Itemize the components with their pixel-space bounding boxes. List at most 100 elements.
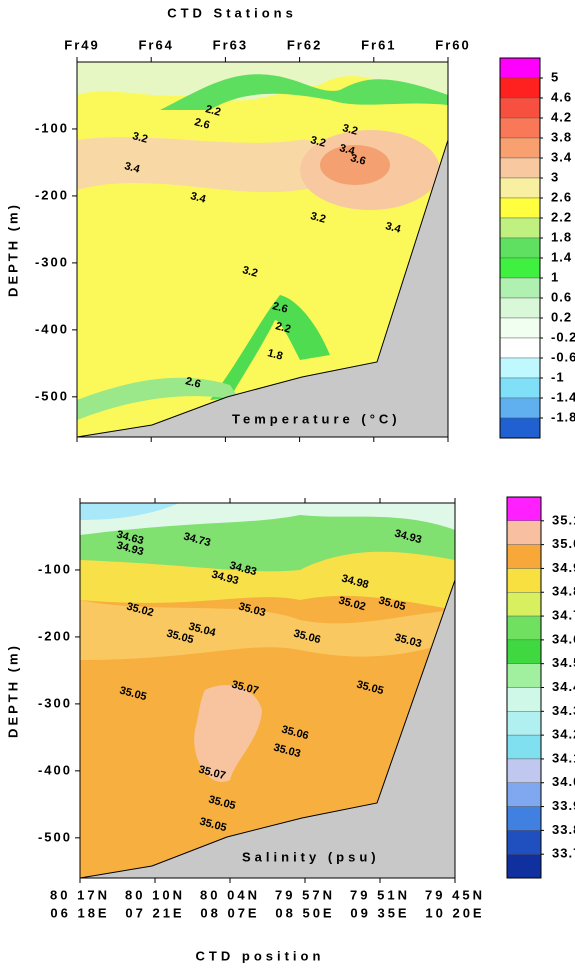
colorbar-band [506,544,542,569]
contour-label: 3.2 [309,134,327,150]
colorbar-label: 5 [551,69,559,84]
salinity-field [80,503,455,878]
colorbar-label: 34.05 [552,774,575,789]
colorbar-band [499,257,541,279]
x-tick-label: 08 50E [275,905,334,920]
y-tick-label: -400 [35,321,69,336]
colorbar-label: 3.4 [551,149,572,164]
colorbar-label: 34.95 [552,560,575,575]
colorbar-band [506,687,542,712]
contour-label: 3.2 [241,264,259,280]
contour-label: 2.2 [274,320,292,336]
colorbar-band [499,77,541,99]
colorbar-band [499,197,541,219]
x-tick-label: 79 57N [275,887,335,902]
colorbar-band [499,57,541,79]
colorbar-band [506,663,542,688]
colorbar-band [506,615,542,641]
plot-frame [76,61,449,438]
x-tick-label: 79 51N [350,887,410,902]
y-tick-label: -100 [35,120,69,135]
x-axis-label: CTD position [196,948,325,963]
colorbar-label: 34.45 [552,679,575,694]
contour-label: 2.2 [204,103,222,119]
colorbar-band [506,592,542,617]
colorbar-band [499,157,541,179]
colorbar-label: 4.6 [551,89,572,104]
colorbar-band [506,806,542,831]
contour-label: 3.4 [123,160,142,176]
y-tick-label: -300 [38,695,72,710]
colorbar-band [499,237,541,259]
colorbar-band [506,568,542,593]
x-tick-label: Fr62 [287,37,322,52]
colorbar-label: 3 [551,169,559,184]
contour-label: 2.6 [184,375,202,391]
colorbar-band [506,830,542,855]
colorbar-label: 4.2 [551,109,572,124]
colorbar-label: -1.4 [551,389,575,404]
x-tick-label: Fr63 [213,37,248,52]
y-tick-label: -400 [38,762,72,777]
colorbar-label: 34.25 [552,727,575,742]
contour-label: 2.6 [271,300,289,316]
colorbar-label: 0.6 [551,289,572,304]
contour-label: 1.8 [266,347,284,363]
x-tick-label: 07 21E [125,905,184,920]
colorbar-band [499,117,541,139]
panel-title: Temperature (°C) [232,411,401,426]
colorbar-band [499,397,541,419]
x-tick-label: 80 17N [50,887,110,902]
colorbar-label: 34.35 [552,703,575,718]
colorbar-label: 2.6 [551,189,572,204]
colorbar-label: 34.15 [552,750,575,765]
colorbar-label: 34.55 [552,655,575,670]
colorbar-label: 34.65 [552,631,575,646]
colorbar-label: 33.95 [552,798,575,813]
colorbar-label: 1 [551,269,559,284]
colorbar-label: -1 [551,369,565,384]
colorbar-band [506,496,542,522]
colorbar-band [499,337,541,359]
contour-label: 3.6 [349,152,367,168]
x-tick-label: 06 18E [50,905,109,920]
colorbar-label: 35.14 [552,512,575,527]
colorbar-band [506,711,542,736]
colorbar-band [499,137,541,159]
colorbar-band [506,758,542,783]
colorbar-label: 33.75 [552,846,575,861]
colorbar-label: 34.75 [552,608,575,623]
colorbar-band [499,417,541,439]
colorbar-band [506,853,542,879]
x-tick-label: 10 20E [425,905,484,920]
contour-label: 3.2 [341,122,359,138]
colorbar-frame [499,57,541,439]
plot-frame [79,502,456,879]
colorbar-band [499,277,541,299]
x-tick-label: Fr61 [361,37,396,52]
y-axis-label: DEPTH (m) [5,643,20,738]
colorbar-label: -0.2 [551,329,575,344]
colorbar-band [499,177,541,199]
colorbar-label: 3.8 [551,129,572,144]
x2-axis-label: CTD Stations [167,5,297,20]
colorbar-label: 33.85 [552,822,575,837]
colorbar-band [499,97,541,119]
colorbar-band [506,639,542,664]
contour-label: 3.4 [338,142,357,158]
colorbar-band [499,317,541,339]
y-tick-label: -100 [38,561,72,576]
colorbar-label: -0.6 [551,349,575,364]
x-tick-label: Fr64 [138,37,173,52]
x-tick-label: Fr60 [435,37,470,52]
colorbar-band [499,297,541,319]
contour-label: 3.2 [309,210,327,226]
colorbar-band [499,217,541,239]
colorbar-band [506,782,542,807]
colorbar-label: 34.85 [552,584,575,599]
colorbar-label: 0.2 [551,309,572,324]
x-tick-label: Fr49 [64,37,99,52]
colorbar-label: 1.4 [551,249,572,264]
colorbar-band [499,377,541,399]
